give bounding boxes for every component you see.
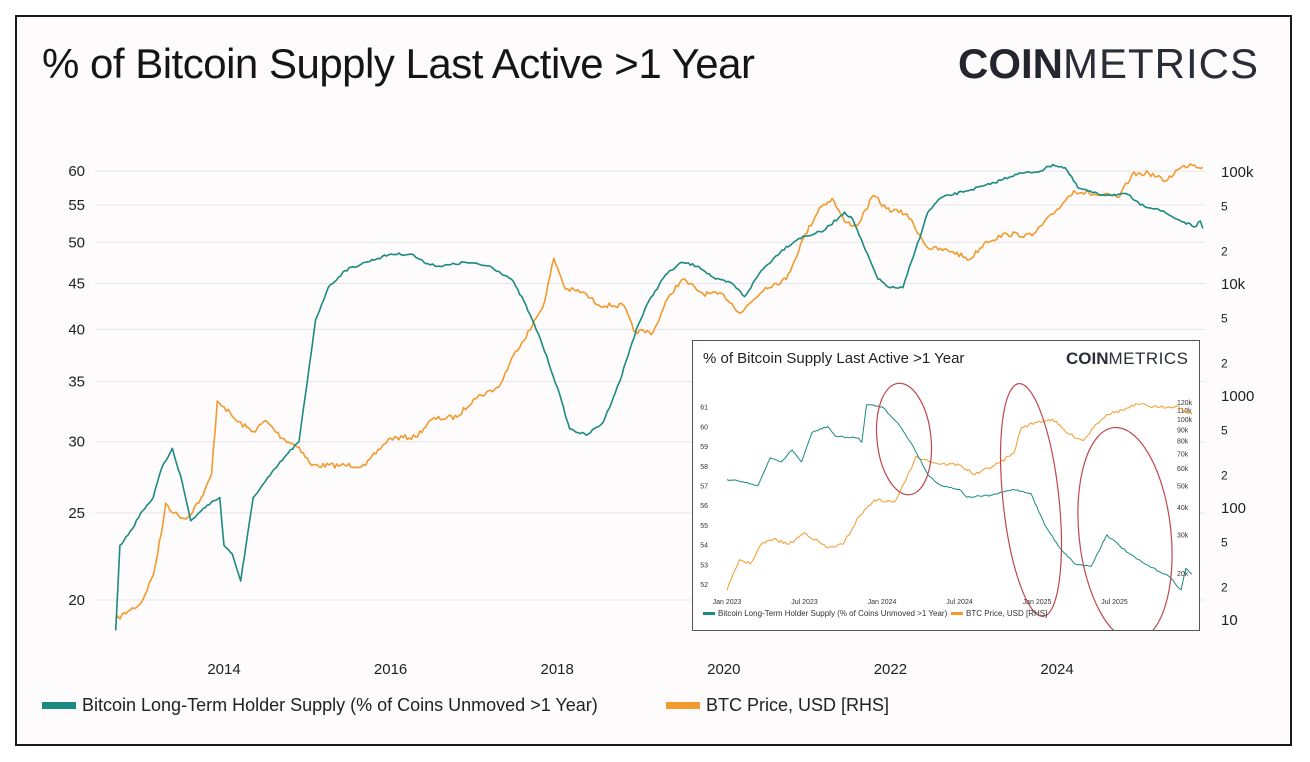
y-left-tick-label: 25 [68,505,85,522]
inset-logo: COINMETRICS [1066,349,1189,368]
inset-y-left-tick-label: 57 [700,484,708,491]
inset-price-line [726,403,1193,591]
inset-y-left-tick-label: 60 [700,424,708,431]
y-right-tick-label: 100 [1221,500,1246,517]
y-right-tick-label: 2 [1221,580,1228,594]
x-tick-label: 2024 [1040,661,1073,678]
x-tick-label: 2014 [207,661,240,678]
inset-x-tick-label: Jul 2024 [946,599,973,606]
legend-label: BTC Price, USD [RHS] [706,695,890,715]
chart-title: % of Bitcoin Supply Last Active >1 Year [42,40,755,87]
inset-y-left-tick-label: 61 [700,405,708,412]
inset-x-tick-label: Jan 2025 [1023,599,1052,606]
inset-plot: 52 53 54 55 56 57 58 59 60 61 20k 30k 40k 50k 60k 70k 80… [700,382,1193,630]
lth-series-line [114,163,1204,631]
inset-y-right-tick-label: 40k [1177,505,1189,512]
inset-chart: % of Bitcoin Supply Last Active >1 Year … [692,340,1200,631]
y-left-tick-label: 45 [68,275,85,292]
inset-y-left-tick-label: 55 [700,523,708,530]
inset-y-left-tick-label: 58 [700,464,708,471]
inset-y-right-tick-label: 20k [1177,571,1189,578]
inset-y-right-tick-label: 100k [1177,417,1193,424]
inset-y-left-tick-label: 52 [700,582,708,589]
lth-swatch [42,702,76,709]
x-tick-label: 2016 [374,661,407,678]
y-left-tick-label: 55 [68,197,85,214]
inset-legend-lth: Bitcoin Long-Term Holder Supply (% of Co… [703,609,947,618]
inset-x-tick-label: Jan 2023 [713,599,742,606]
legend-item-lth: Bitcoin Long-Term Holder Supply (% of Co… [42,695,598,716]
y-right-tick-label: 10 [1221,612,1238,629]
y-left-tick-label: 60 [68,163,85,180]
x-tick-label: 2018 [541,661,574,678]
annotation-circle [999,383,1063,617]
y-right-tick-label: 5 [1221,200,1228,214]
inset-x-tick-label: Jul 2023 [791,599,818,606]
inset-y-left-tick-label: 54 [700,543,708,550]
y-left-tick-label: 30 [68,434,85,451]
price-swatch [666,702,700,709]
price-series-line [114,163,1204,621]
x-tick-label: 2022 [874,661,907,678]
y-left-tick-label: 35 [68,374,85,391]
y-right-tick-label: 10k [1221,276,1246,293]
y-right-tick-label: 2 [1221,468,1228,482]
y-left-tick-label: 20 [68,592,85,609]
y-right-tick-label: 2 [1221,244,1228,258]
y-left-tick-label: 40 [68,321,85,338]
inset-y-left-tick-label: 56 [700,503,708,510]
inset-x-tick-label: Jul 2025 [1101,599,1128,606]
legend-label: Bitcoin Long-Term Holder Supply (% of Co… [82,695,598,715]
inset-y-left-tick-label: 53 [700,562,708,569]
inset-y-right-tick-label: 90k [1177,427,1189,434]
inset-y-right-tick-label: 70k [1177,451,1189,458]
coinmetrics-logo: COINMETRICS [958,40,1259,87]
y-right-tick-label: 5 [1221,536,1228,550]
inset-y-right-tick-label: 120k [1177,400,1193,407]
y-right-tick-label: 2 [1221,356,1228,370]
inset-lth-line [726,404,1193,591]
y-left-tick-label: 50 [68,234,85,251]
annotation-circle [1077,426,1173,630]
y-right-tick-label: 100k [1221,164,1254,181]
y-right-tick-label: 5 [1221,312,1228,326]
inset-y-right-tick-label: 30k [1177,532,1189,539]
inset-title: % of Bitcoin Supply Last Active >1 Year [703,350,965,367]
legend-item-price: BTC Price, USD [RHS] [666,695,889,716]
inset-legend-price: BTC Price, USD [RHS] [951,609,1047,618]
inset-y-right-tick-label: 80k [1177,439,1189,446]
x-tick-label: 2020 [707,661,740,678]
inset-y-left-tick-label: 59 [700,444,708,451]
y-right-tick-label: 1000 [1221,388,1254,405]
annotation-circle [875,382,933,496]
inset-y-right-tick-label: 50k [1177,483,1189,490]
y-right-tick-label: 5 [1221,424,1228,438]
inset-y-right-tick-label: 60k [1177,466,1189,473]
inset-x-tick-label: Jan 2024 [868,599,897,606]
